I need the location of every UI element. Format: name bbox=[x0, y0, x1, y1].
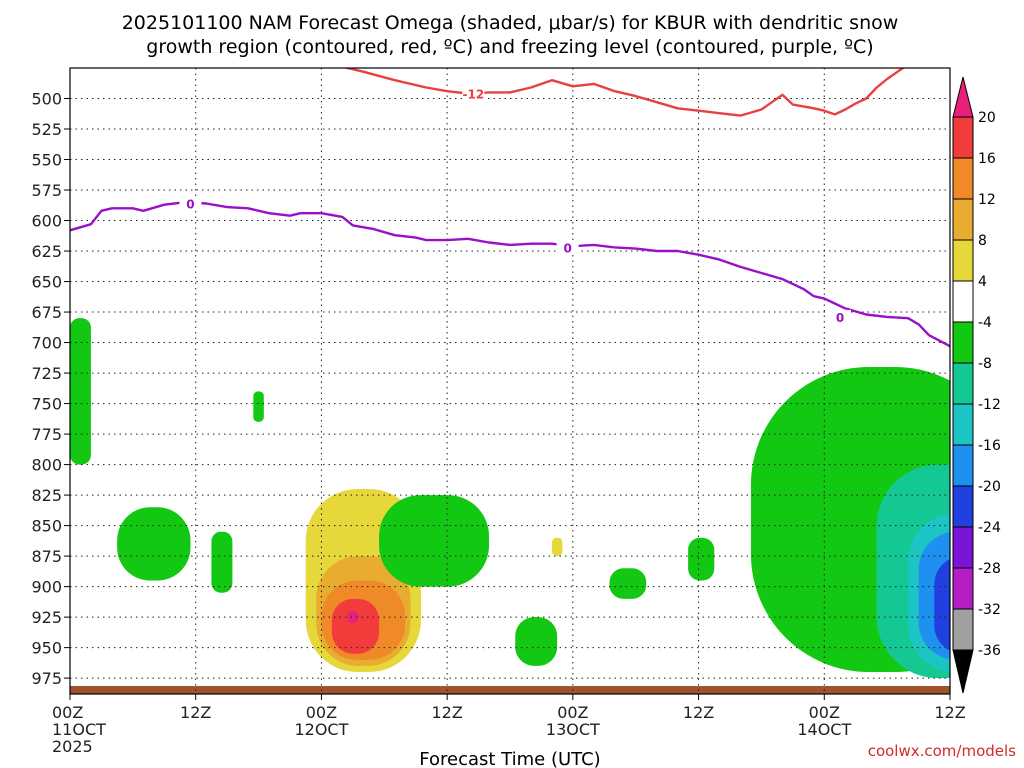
contour-lines: -12 0 0 0 bbox=[70, 68, 950, 348]
x-tick-label-48-0: 00Z bbox=[557, 703, 588, 722]
chart-title-line-1: 2025101100 NAM Forecast Omega (shaded, μ… bbox=[122, 12, 899, 34]
x-tick-label-60-0: 12Z bbox=[683, 703, 714, 722]
x-tick-label-24-0: 00Z bbox=[306, 703, 337, 722]
colorbar-band-4 bbox=[952, 239, 974, 282]
omega-region-11 bbox=[551, 537, 563, 557]
y-tick-label-600: 600 bbox=[31, 212, 62, 231]
credit-text: coolwx.com/models bbox=[868, 742, 1016, 760]
x-tick-label-72-1: 14OCT bbox=[797, 720, 851, 739]
colorbar: 20 16 12 8 4 -4 -8 -12 -16 -20 -24 -28 -32 -36 bbox=[952, 76, 1001, 694]
ground-strip bbox=[70, 686, 950, 694]
contour-label-1-0: 0 bbox=[186, 197, 194, 211]
colorbar-band-11 bbox=[952, 526, 974, 569]
y-tick-label-675: 675 bbox=[31, 303, 62, 322]
colorbar-band-5 bbox=[952, 280, 974, 323]
omega-region-8 bbox=[347, 611, 359, 624]
x-tick-label-12-0: 12Z bbox=[180, 703, 211, 722]
contour-1 bbox=[70, 201, 950, 348]
x-axis-label: Forecast Time (UTC) bbox=[419, 749, 600, 768]
contour-label-bg-1-1 bbox=[556, 240, 579, 254]
colorbar-label-2: 12 bbox=[978, 192, 996, 208]
x-tick-label-72-0: 00Z bbox=[809, 703, 840, 722]
colorbar-label-0: 20 bbox=[978, 110, 996, 126]
colorbar-label-5: -4 bbox=[978, 315, 992, 331]
y-tick-label-900: 900 bbox=[31, 578, 62, 597]
colorbar-label-10: -24 bbox=[978, 520, 1001, 536]
x-tick-label-48-1: 13OCT bbox=[546, 720, 600, 739]
x-tick-label-0-0: 00Z bbox=[52, 703, 83, 722]
colorbar-label-1: 16 bbox=[978, 151, 996, 167]
colorbar-band-1 bbox=[952, 116, 974, 159]
omega-region-9 bbox=[379, 495, 490, 587]
plot-frame bbox=[69, 67, 951, 695]
y-tick-label-700: 700 bbox=[31, 334, 62, 353]
colorbar-band-12 bbox=[952, 567, 974, 610]
y-tick-label-550: 550 bbox=[31, 151, 62, 170]
y-tick-label-875: 875 bbox=[31, 547, 62, 566]
y-tick-label-800: 800 bbox=[31, 456, 62, 475]
colorbar-label-6: -8 bbox=[978, 356, 992, 372]
colorbar-bottom-triangle bbox=[952, 649, 974, 694]
x-tick-label-0-1: 11OCT bbox=[52, 720, 106, 739]
colorbar-label-4: 4 bbox=[978, 274, 987, 290]
contour-label-1-2: 0 bbox=[836, 311, 844, 325]
colorbar-label-11: -28 bbox=[978, 561, 1001, 577]
y-tick-label-625: 625 bbox=[31, 242, 62, 261]
colorbar-band-3 bbox=[952, 198, 974, 241]
contour-label-bg-1-2 bbox=[829, 309, 851, 323]
chart-title-line-2: growth region (contoured, red, ºC) and f… bbox=[146, 36, 873, 58]
y-tick-label-500: 500 bbox=[31, 90, 62, 109]
omega-region-12 bbox=[609, 568, 647, 599]
contour-label-bg-1-0 bbox=[179, 196, 202, 210]
y-axis: 500 525 550 575 600 625 650 675 700 725 750 775 800 8… bbox=[31, 90, 70, 688]
colorbar-label-9: -20 bbox=[978, 479, 1001, 495]
contour-label-bg-0-0 bbox=[462, 86, 485, 100]
omega-region-13 bbox=[688, 537, 715, 581]
omega-shaded-regions bbox=[70, 72, 1012, 679]
colorbar-band-6 bbox=[952, 321, 974, 364]
colorbar-top-triangle bbox=[952, 76, 974, 118]
x-tick-label-24-1: 12OCT bbox=[294, 720, 348, 739]
omega-region-10 bbox=[515, 617, 558, 666]
y-tick-label-825: 825 bbox=[31, 486, 62, 505]
colorbar-label-12: -32 bbox=[978, 602, 1001, 618]
omega-region-3 bbox=[253, 391, 264, 422]
colorbar-band-13 bbox=[952, 608, 974, 651]
omega-region-1 bbox=[117, 507, 191, 581]
colorbar-label-8: -16 bbox=[978, 438, 1001, 454]
y-tick-label-750: 750 bbox=[31, 395, 62, 414]
omega-region-7 bbox=[331, 598, 380, 654]
y-tick-label-650: 650 bbox=[31, 273, 62, 292]
x-tick-label-84-0: 12Z bbox=[934, 703, 965, 722]
y-tick-label-725: 725 bbox=[31, 364, 62, 383]
omega-region-0 bbox=[70, 318, 91, 465]
x-tick-label-36-0: 12Z bbox=[431, 703, 462, 722]
y-tick-label-975: 975 bbox=[31, 669, 62, 688]
x-tick-label-0-2: 2025 bbox=[52, 737, 93, 756]
y-tick-label-925: 925 bbox=[31, 608, 62, 627]
omega-region-2 bbox=[211, 531, 233, 593]
omega-region-18 bbox=[934, 559, 950, 651]
contour-label-1-1: 0 bbox=[563, 241, 571, 255]
colorbar-band-9 bbox=[952, 444, 974, 487]
colorbar-label-7: -12 bbox=[978, 397, 1001, 413]
y-tick-label-525: 525 bbox=[31, 120, 62, 139]
ground-layer bbox=[70, 686, 950, 694]
colorbar-label-13: -36 bbox=[978, 643, 1001, 659]
y-tick-label-850: 850 bbox=[31, 517, 62, 536]
omega-region-20 bbox=[1002, 72, 1012, 142]
y-tick-label-950: 950 bbox=[31, 639, 62, 658]
y-tick-label-575: 575 bbox=[31, 181, 62, 200]
colorbar-band-8 bbox=[952, 403, 974, 446]
colorbar-band-7 bbox=[952, 362, 974, 405]
colorbar-label-3: 8 bbox=[978, 233, 987, 249]
y-tick-label-775: 775 bbox=[31, 425, 62, 444]
grid-lines bbox=[69, 68, 951, 694]
colorbar-band-2 bbox=[952, 157, 974, 200]
colorbar-band-10 bbox=[952, 485, 974, 528]
contour-label-0-0: -12 bbox=[462, 88, 484, 102]
